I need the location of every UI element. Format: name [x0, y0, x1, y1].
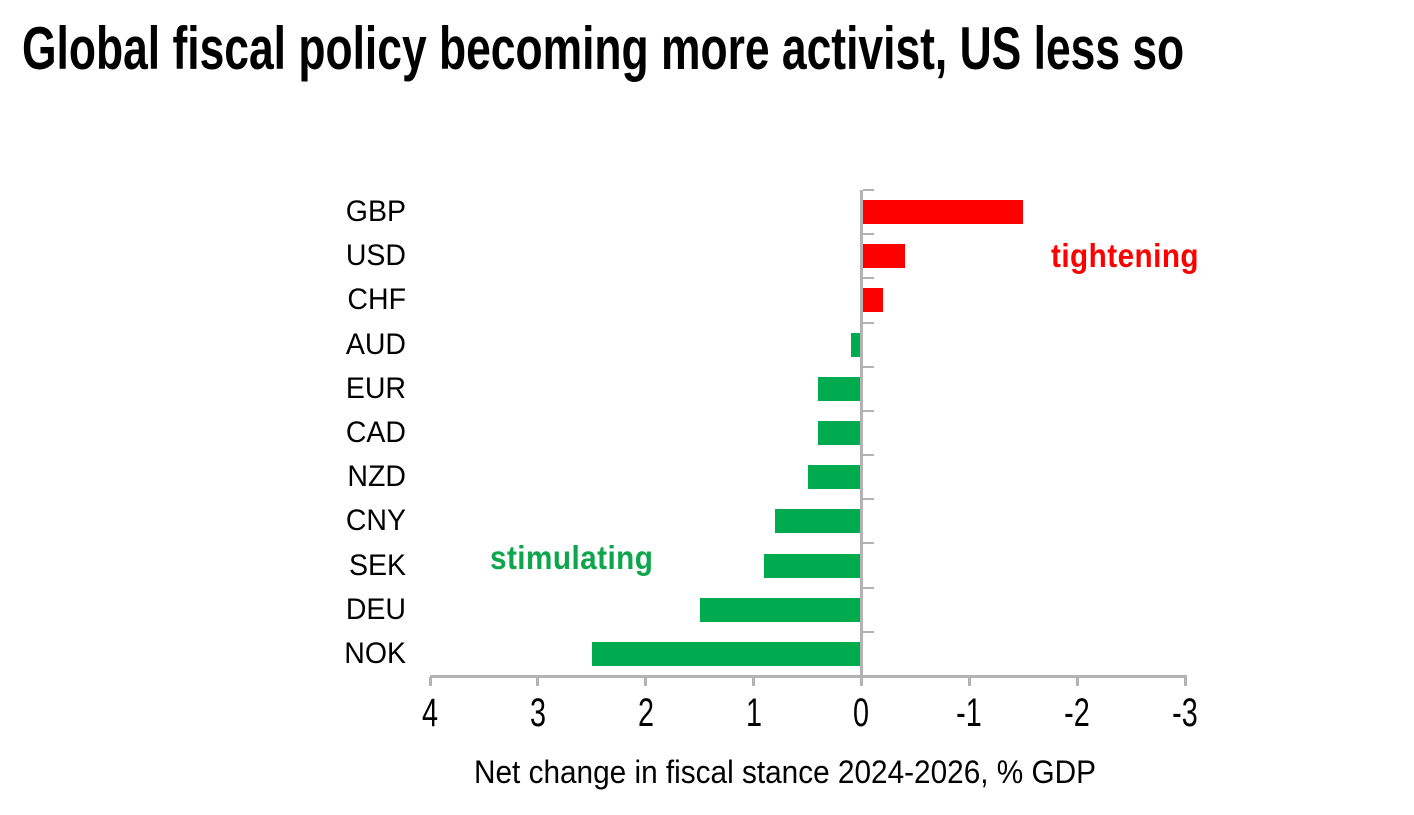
x-tick-label-0: 0	[853, 691, 870, 735]
bar-AUD	[850, 332, 862, 357]
x-tick-label-4: 4	[421, 691, 439, 735]
y-axis-tick	[862, 233, 874, 236]
category-label-CHF: CHF	[347, 283, 406, 317]
y-axis-tick	[862, 189, 874, 191]
x-axis-tick	[1183, 677, 1187, 686]
y-axis-tick	[862, 586, 874, 589]
category-label-DEU: DEU	[345, 592, 406, 626]
x-axis-tick	[859, 677, 863, 686]
x-axis-tick	[1075, 677, 1079, 686]
category-label-CNY: CNY	[345, 504, 406, 538]
bar-CAD	[818, 421, 862, 445]
bar-CHF	[861, 288, 883, 313]
bar-CNY	[775, 509, 862, 534]
chart-title: Global fiscal policy becoming more activ…	[22, 15, 1185, 82]
bar-NZD	[807, 465, 862, 490]
x-tick-label-1: 1	[745, 691, 762, 735]
x-axis-tick	[428, 677, 432, 686]
y-axis-tick	[862, 365, 874, 368]
x-axis-label: Net change in fiscal stance 2024-2026, %…	[473, 754, 1096, 790]
category-label-NOK: NOK	[344, 636, 406, 670]
x-tick-label-3: 3	[529, 691, 546, 735]
category-label-GBP: GBP	[345, 195, 406, 229]
y-axis-tick	[862, 542, 874, 545]
bar-NOK	[591, 641, 862, 666]
y-axis-tick	[862, 630, 874, 633]
category-label-EUR: EUR	[345, 371, 406, 405]
category-label-NZD: NZD	[347, 460, 406, 494]
annotation-tightening: tightening	[1051, 237, 1200, 274]
y-axis-tick	[862, 454, 874, 457]
x-tick-label-2: 2	[637, 691, 654, 735]
bar-USD	[861, 244, 905, 269]
bar-EUR	[818, 376, 862, 401]
bar-GBP	[861, 200, 1024, 225]
y-axis-tick	[862, 277, 874, 280]
x-axis-line	[430, 675, 1187, 678]
x-tick-label--2: -2	[1064, 691, 1090, 735]
y-axis-tick	[862, 498, 874, 501]
bar-SEK	[764, 553, 862, 578]
y-axis-tick	[862, 321, 874, 324]
x-axis-tick	[536, 677, 540, 686]
annotation-stimulating: stimulating	[490, 539, 654, 576]
category-label-SEK: SEK	[348, 548, 406, 582]
x-axis-tick	[752, 677, 756, 686]
category-label-AUD: AUD	[345, 327, 406, 361]
y-axis-tick	[862, 409, 874, 412]
zero-axis-line	[859, 190, 863, 676]
bar-DEU	[699, 597, 862, 622]
category-label-USD: USD	[345, 239, 406, 273]
category-label-CAD: CAD	[345, 415, 406, 449]
x-axis-tick	[644, 677, 648, 686]
x-tick-label--3: -3	[1172, 691, 1198, 735]
x-tick-label--1: -1	[956, 691, 983, 735]
x-axis-tick	[967, 677, 971, 686]
